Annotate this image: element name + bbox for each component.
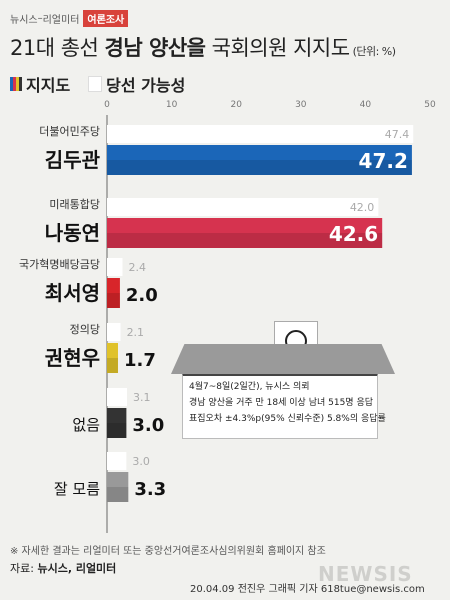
source-tag: 뉴시스 – 리얼미터 여론조사: [10, 10, 129, 27]
footnote: ※ 자세한 결과는 리얼미터 또는 중앙선거여론조사심의위원회 홈페이지 참조: [10, 546, 326, 557]
support-bar-shade-4: [107, 423, 127, 438]
support-bar-3: [107, 343, 118, 373]
title-post: 국회의원 지지도: [205, 36, 350, 60]
title-bold: 경남 양산을: [104, 36, 206, 60]
win-value-4: 3.1: [133, 391, 151, 404]
chart-title: 21대 총선 경남 양산을 국회의원 지지도 (단위: %): [10, 32, 396, 62]
source-partner: 리얼미터: [42, 15, 80, 26]
party-label-3: 정의당: [70, 323, 100, 336]
title-pre: 21대 총선: [10, 36, 105, 60]
support-value-4: 3.0: [132, 415, 164, 436]
data-source: 자료: 뉴시스, 리얼미터: [10, 560, 116, 576]
candidate-label-1: 나동연: [45, 221, 100, 245]
party-label-1: 미래통합당: [49, 198, 100, 211]
win-bar-0: [107, 125, 414, 143]
win-bar-2: [107, 258, 123, 276]
survey-line-2: 경남 양산을 거주 만 18세 이상 남녀 515명 응답: [189, 398, 373, 408]
x-tick-label-1: 10: [166, 100, 178, 110]
support-bar-shade-3: [107, 358, 118, 373]
support-value-0: 47.2: [359, 149, 408, 173]
win-bar-3: [107, 323, 121, 341]
support-value-2: 2.0: [126, 285, 158, 306]
legend-support-swatch: [10, 77, 22, 91]
survey-line-1: 4월7~8일(2일간), 뉴시스 의뢰: [189, 382, 310, 392]
source-sep: –: [37, 13, 43, 24]
survey-info-box: 4월7~8일(2일간), 뉴시스 의뢰 경남 양산을 거주 만 18세 이상 남…: [182, 373, 386, 439]
win-value-3: 2.1: [127, 326, 145, 339]
legend: 지지도 당선 가능성: [10, 72, 185, 96]
win-value-2: 2.4: [129, 261, 147, 274]
win-bar-1: [107, 198, 379, 216]
legend-win-label: 당선 가능성: [106, 76, 186, 95]
candidate-label-0: 김두관: [45, 148, 101, 172]
win-value-1: 42.0: [350, 201, 375, 214]
support-value-1: 42.6: [329, 222, 378, 246]
support-value-5: 3.3: [134, 479, 166, 500]
x-tick-label-2: 20: [230, 100, 242, 110]
party-label-2: 국가혁명배당금당: [19, 258, 100, 271]
support-value-3: 1.7: [124, 350, 156, 371]
credit-line: 20.04.09 전진우 그래픽 기자 618tue@newsis.com: [190, 584, 425, 595]
legend-support-label: 지지도: [26, 76, 71, 95]
win-value-0: 47.4: [385, 128, 410, 141]
support-bar-0: [107, 145, 412, 175]
poll-tag: 여론조사: [83, 10, 129, 27]
candidate-label-5: 잘 모름: [54, 480, 100, 498]
support-bar-2: [107, 278, 120, 308]
support-bar-shade-0: [107, 160, 412, 175]
unit-label: (단위: %): [352, 45, 396, 58]
candidate-label-2: 최서영: [45, 281, 100, 305]
support-bar-1: [107, 218, 383, 248]
source-label: 자료:: [10, 562, 38, 575]
watermark: NEWSIS: [318, 562, 413, 586]
x-tick-label-4: 40: [360, 100, 372, 110]
x-tick-label-5: 50: [424, 100, 436, 110]
party-label-0: 더불어민주당: [39, 125, 100, 138]
win-bar-5: [107, 452, 127, 470]
win-value-5: 3.0: [132, 455, 150, 468]
survey-line-3: 표집오차 ±4.3%p(95% 신뢰수준) 5.8%의 응답률: [189, 414, 386, 424]
x-tick-label-3: 30: [295, 100, 307, 110]
x-tick-label-0: 0: [104, 100, 110, 110]
candidate-label-4: 없음: [72, 416, 100, 434]
support-bar-shade-1: [107, 233, 383, 248]
support-bar-shade-2: [107, 293, 120, 308]
source-prefix: 뉴시스: [10, 15, 38, 26]
support-bar-5: [107, 472, 129, 502]
source-value: 뉴시스, 리얼미터: [37, 562, 117, 575]
support-bar-shade-5: [107, 487, 129, 502]
legend-win-swatch: [88, 76, 103, 92]
support-bar-4: [107, 408, 127, 438]
candidate-label-3: 권현우: [45, 346, 100, 370]
win-bar-4: [107, 388, 128, 406]
